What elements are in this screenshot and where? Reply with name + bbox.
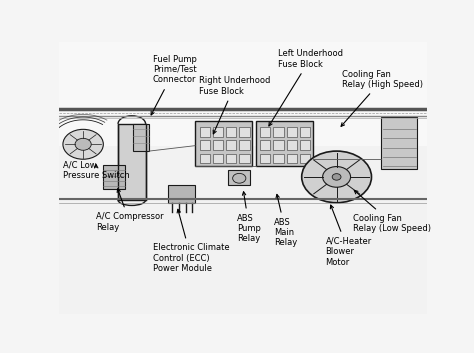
- Circle shape: [332, 174, 341, 180]
- Text: A/C Compressor
Relay: A/C Compressor Relay: [96, 189, 164, 232]
- Bar: [300, 127, 310, 137]
- Bar: [228, 170, 250, 185]
- Bar: [300, 154, 310, 163]
- Circle shape: [63, 129, 103, 159]
- Bar: [118, 124, 146, 200]
- Bar: [200, 140, 210, 150]
- Bar: [260, 140, 271, 150]
- Bar: [287, 140, 297, 150]
- Bar: [273, 154, 284, 163]
- Bar: [195, 121, 252, 166]
- Bar: [287, 127, 297, 137]
- Bar: [133, 124, 149, 151]
- Text: Cooling Fan
Relay (High Speed): Cooling Fan Relay (High Speed): [341, 70, 423, 126]
- Circle shape: [323, 167, 351, 187]
- Bar: [226, 154, 237, 163]
- Text: Fuel Pump
Prime/Test
Connector: Fuel Pump Prime/Test Connector: [151, 55, 197, 115]
- Bar: [300, 140, 310, 150]
- Bar: [226, 127, 237, 137]
- Text: Electronic Climate
Control (ECC)
Power Module: Electronic Climate Control (ECC) Power M…: [153, 209, 229, 273]
- Text: Cooling Fan
Relay (Low Speed): Cooling Fan Relay (Low Speed): [353, 190, 431, 233]
- Bar: [226, 140, 237, 150]
- Bar: [239, 140, 249, 150]
- Text: A/C Low
Pressure Switch: A/C Low Pressure Switch: [63, 161, 130, 180]
- Bar: [168, 185, 195, 203]
- Bar: [273, 140, 284, 150]
- Bar: [59, 42, 427, 146]
- Bar: [200, 127, 210, 137]
- Text: Right Underhood
Fuse Block: Right Underhood Fuse Block: [199, 76, 270, 134]
- Text: A/C-Heater
Blower
Motor: A/C-Heater Blower Motor: [326, 205, 372, 267]
- Bar: [260, 154, 271, 163]
- Bar: [200, 154, 210, 163]
- Bar: [213, 140, 223, 150]
- Bar: [260, 127, 271, 137]
- Text: ABS
Main
Relay: ABS Main Relay: [274, 195, 297, 247]
- Bar: [213, 127, 223, 137]
- Bar: [103, 164, 125, 189]
- Circle shape: [233, 173, 246, 183]
- Bar: [256, 121, 313, 166]
- Circle shape: [75, 138, 91, 150]
- Bar: [287, 154, 297, 163]
- Bar: [239, 154, 249, 163]
- Bar: [273, 127, 284, 137]
- Bar: [213, 154, 223, 163]
- Text: ABS
Pump
Relay: ABS Pump Relay: [237, 192, 261, 244]
- Bar: [239, 127, 249, 137]
- Text: Left Underhood
Fuse Block: Left Underhood Fuse Block: [269, 49, 343, 126]
- Circle shape: [301, 151, 372, 203]
- Bar: [381, 117, 418, 169]
